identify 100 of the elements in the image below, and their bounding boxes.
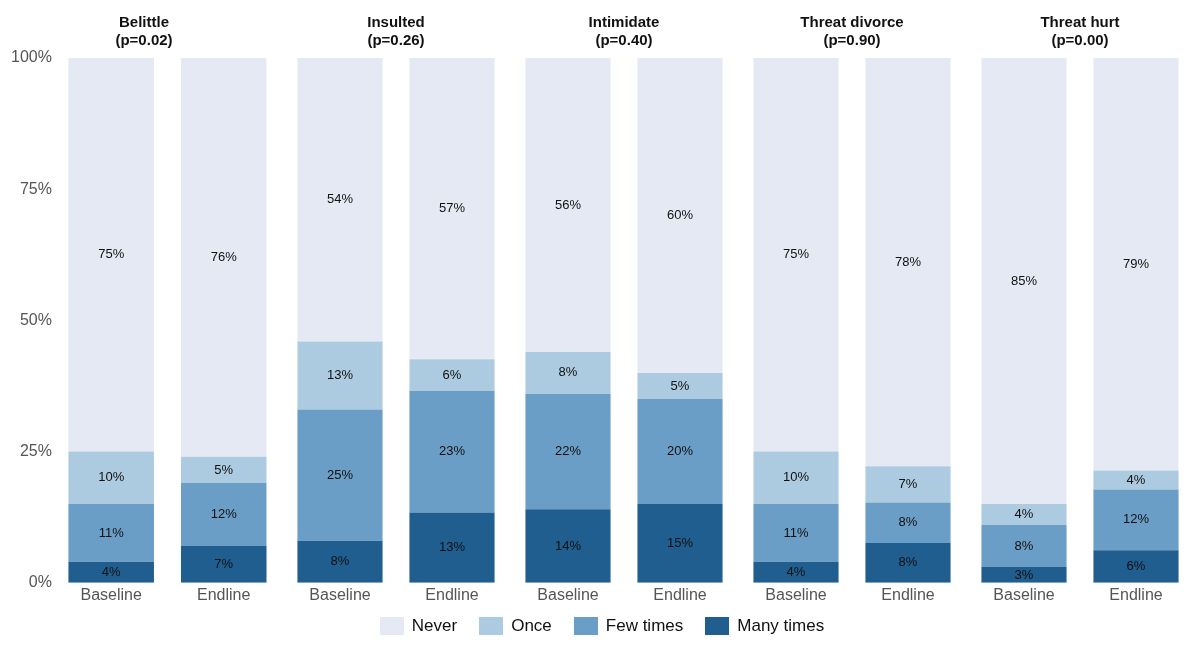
bar [637,504,723,583]
data-label: 6% [442,366,462,382]
x-tick-label: Endline [425,585,479,603]
data-label: 10% [98,469,125,485]
data-label: 12% [210,506,238,522]
bar [297,540,383,583]
y-tick-label: 75% [19,179,52,197]
bar [981,525,1067,568]
data-label: 5% [670,377,690,393]
bar [409,390,495,513]
bar [525,393,611,510]
legend-label: Few times [605,616,684,636]
x-tick-label: Baseline [993,585,1055,603]
x-tick-label: Baseline [80,585,142,603]
chart-title: Intimidate (p=0.40) [588,13,660,49]
data-label: 13% [438,539,466,555]
bar [1093,470,1179,490]
data-label: 3% [1014,566,1034,582]
bar [68,58,154,452]
bar [637,372,723,400]
bar [981,58,1067,505]
chart-title: Insulted (p=0.26) [367,13,425,49]
bar [297,409,383,541]
data-label: 8% [1014,537,1034,553]
legend-label: Once [511,616,552,636]
data-label: 22% [554,443,582,459]
bar [525,58,611,352]
x-tick-label: Endline [1109,585,1163,603]
bar [753,58,839,452]
data-label: 4% [1014,506,1034,522]
data-label: 75% [98,246,125,262]
bar [865,466,951,503]
data-label: 14% [554,537,582,553]
data-label: 25% [326,466,354,482]
x-tick-label: Endline [653,585,707,603]
data-label: 4% [1126,471,1146,487]
data-label: 8% [898,554,918,570]
bar [297,58,383,342]
bar [409,359,495,391]
data-label: 10% [782,469,810,485]
x-tick-label: Endline [881,585,935,603]
bar [637,399,723,505]
bar [180,58,267,457]
data-label: 75% [782,246,810,262]
bar [753,451,839,505]
bar [297,341,383,410]
y-tick-label: 25% [19,442,52,460]
bar [409,512,495,583]
data-label: 7% [214,556,234,572]
data-label: 11% [98,524,125,540]
legend-label: Never [411,616,458,636]
data-label: 54% [326,191,354,207]
data-label: 6% [1126,558,1146,574]
chart-title: Threat hurt (p=0.00) [1040,13,1120,49]
y-tick-label: 100% [11,48,52,66]
bar [753,504,839,562]
y-tick-label: 0% [28,573,52,591]
bar [525,509,611,583]
x-tick-label: Endline [197,585,251,603]
data-label: 13% [326,367,354,383]
data-label: 78% [894,253,922,269]
bar [865,502,951,543]
data-label: 8% [898,514,918,530]
data-label: 85% [1010,272,1038,288]
bar [753,561,839,583]
bar [1093,58,1179,471]
data-label: 56% [554,196,582,212]
data-label: 7% [898,475,918,491]
data-label: 5% [214,461,234,477]
bar [68,451,154,505]
data-label: 4% [101,563,122,579]
bar [865,58,951,467]
data-label: 23% [438,443,466,459]
chart-title: Belittle (p=0.02) [115,13,173,49]
bar [865,542,951,583]
legend-label: Many times [737,616,825,636]
x-tick-label: Baseline [765,585,827,603]
bar [68,561,154,583]
data-label: 11% [783,524,809,540]
data-label: 8% [330,553,350,569]
y-tick-label: 50% [19,310,52,328]
x-tick-label: Baseline [309,585,371,603]
x-tick-label: Baseline [537,585,599,603]
bar [180,483,267,547]
data-label: 12% [1122,511,1150,527]
data-label: 15% [666,535,694,551]
bar [1093,550,1179,583]
bar [637,58,723,373]
data-label: 76% [210,249,238,264]
data-label: 8% [558,364,578,380]
data-label: 60% [666,207,694,223]
data-label: 4% [786,563,806,579]
data-label: 57% [438,200,466,216]
chart-title: Threat divorce (p=0.90) [800,13,904,49]
data-label: 20% [666,443,694,459]
bar [180,456,267,484]
bar [1093,489,1179,551]
bar [981,504,1067,526]
bar [525,351,611,394]
bar [68,504,154,562]
